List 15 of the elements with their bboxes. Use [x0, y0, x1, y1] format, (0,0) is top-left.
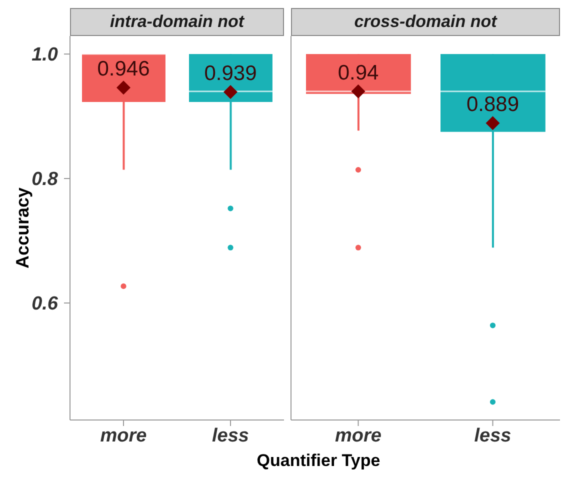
y-tick-label: 1.0: [32, 44, 58, 66]
annotation: 0.946: [97, 58, 150, 81]
y-tick-label: 0.6: [32, 294, 58, 315]
annotation: 0.939: [204, 62, 257, 86]
annotation: 0.94: [338, 61, 380, 84]
chart-title: intra-domain not: [70, 8, 284, 36]
x-axis-title: Quantifier Type: [256, 451, 382, 471]
chart-title: cross-domain not: [291, 8, 560, 36]
x-tick-label: more: [335, 425, 382, 446]
x-tick-label: less: [212, 425, 249, 446]
y-tick-label: 0.8: [32, 169, 58, 190]
x-tick-label: more: [100, 425, 148, 446]
annotation: 0.889: [466, 93, 520, 116]
y-axis-title: Accuracy: [12, 187, 32, 269]
x-tick-label: less: [474, 425, 512, 446]
